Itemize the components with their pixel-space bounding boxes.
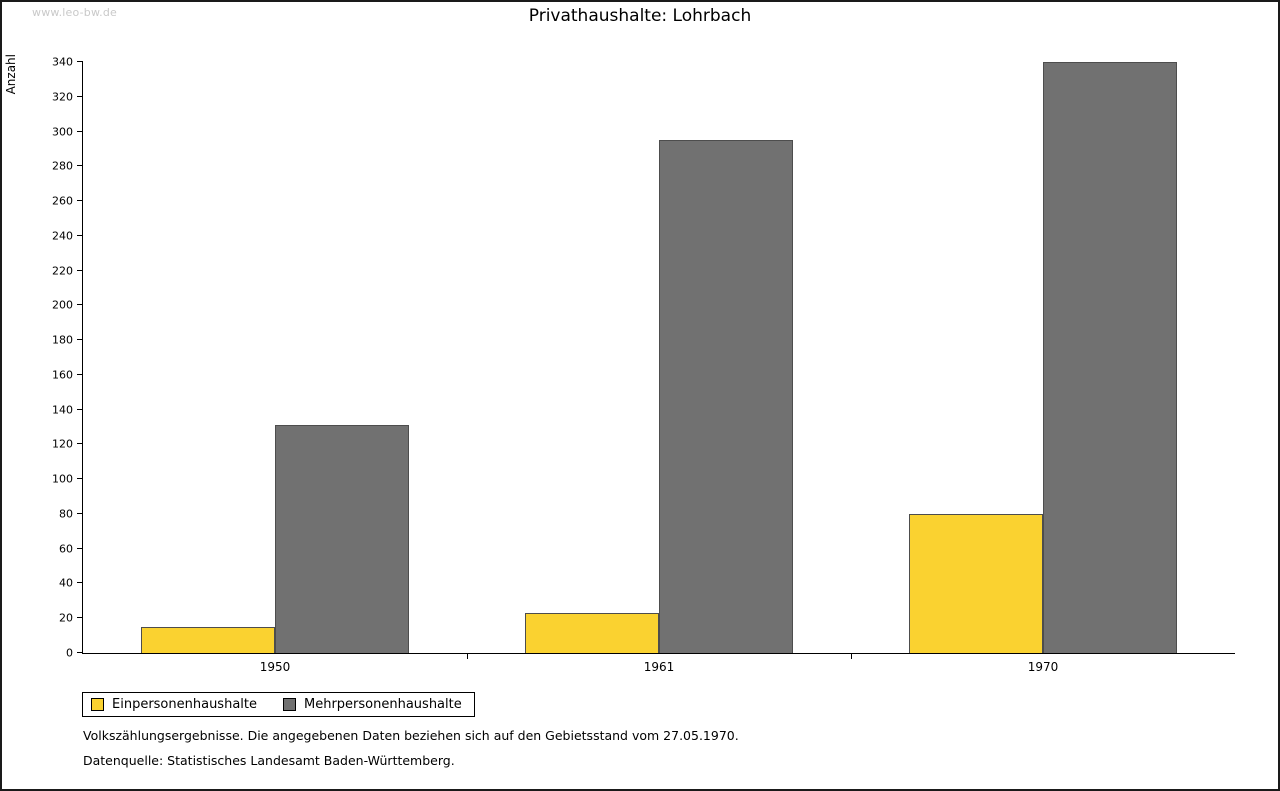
y-tick-label: 200 — [52, 298, 73, 312]
bar-1970-einpersonen — [909, 513, 1043, 653]
x-category-label: 1950 — [259, 660, 291, 674]
plot-area: 0 20 40 60 80 100 120 140 160 180 200 220 240 260 280 3… — [52, 56, 1235, 674]
y-tick-label: 160 — [52, 368, 73, 382]
bar-group-1950 — [141, 62, 409, 653]
y-tick-label: 300 — [52, 125, 73, 139]
y-axis-tick — [77, 61, 83, 62]
bar-1961-mehrpersonen — [659, 140, 793, 653]
y-axis-tick — [77, 512, 83, 514]
y-axis-tick — [77, 373, 83, 375]
y-axis-tick — [77, 617, 83, 619]
bar-1950-einpersonen — [141, 626, 275, 653]
bar-group-1961 — [525, 62, 793, 653]
x-axis-tick — [851, 654, 852, 659]
legend-entry-mehrpersonenhaushalte: Mehrpersonenhaushalte — [283, 697, 462, 712]
y-axis-tick — [77, 130, 83, 132]
y-tick-label: 320 — [52, 90, 73, 104]
x-category-label: 1970 — [1027, 660, 1059, 674]
y-tick-label: 80 — [59, 507, 73, 521]
y-axis-tick — [77, 304, 83, 306]
y-tick-label: 0 — [66, 646, 73, 660]
y-tick-label: 100 — [52, 472, 73, 486]
x-category-label: 1961 — [643, 660, 675, 674]
y-axis-tick — [77, 652, 83, 653]
y-axis-tick — [77, 95, 83, 97]
legend-swatch-mehrpersonenhaushalte — [283, 698, 296, 711]
y-axis-tick — [77, 443, 83, 445]
site-watermark: www.leo-bw.de — [32, 6, 118, 19]
footnote-survey-note: Volkszählungsergebnisse. Die angegebenen… — [83, 728, 739, 743]
legend-entry-einpersonenhaushalte: Einpersonenhaushalte — [91, 697, 257, 712]
y-tick-label: 260 — [52, 194, 73, 208]
footnote-data-source: Datenquelle: Statistisches Landesamt Bad… — [83, 753, 455, 768]
bar-group-1970 — [909, 62, 1177, 653]
y-axis-tick — [77, 200, 83, 202]
y-axis-tick — [77, 165, 83, 167]
y-axis-tick — [77, 408, 83, 410]
chart-legend: Einpersonenhaushalte Mehrpersonenhaushal… — [82, 692, 475, 717]
bar-1970-mehrpersonen — [1043, 62, 1177, 653]
y-tick-label: 40 — [59, 576, 73, 590]
y-axis-tick — [77, 582, 83, 584]
y-tick-label: 60 — [59, 542, 73, 556]
y-axis-tick — [77, 547, 83, 549]
y-axis-tick — [77, 234, 83, 236]
y-axis-tick — [77, 339, 83, 341]
y-tick-label: 120 — [52, 437, 73, 451]
y-tick-label: 20 — [59, 611, 73, 625]
y-tick-label: 140 — [52, 403, 73, 417]
y-tick-label: 240 — [52, 229, 73, 243]
y-tick-label: 220 — [52, 264, 73, 278]
y-tick-label: 340 — [52, 55, 73, 69]
y-axis-tick — [77, 478, 83, 480]
y-tick-label: 280 — [52, 159, 73, 173]
bar-1950-mehrpersonen — [275, 425, 409, 653]
x-axis-tick — [467, 654, 468, 659]
legend-label-einpersonenhaushalte: Einpersonenhaushalte — [112, 697, 257, 712]
legend-label-mehrpersonenhaushalte: Mehrpersonenhaushalte — [304, 697, 462, 712]
legend-swatch-einpersonenhaushalte — [91, 698, 104, 711]
y-tick-label: 180 — [52, 333, 73, 347]
y-axis-tick — [77, 269, 83, 271]
chart-title: Privathaushalte: Lohrbach — [528, 6, 752, 26]
bar-1961-einpersonen — [525, 613, 659, 653]
y-axis-label: Anzahl — [4, 54, 18, 95]
